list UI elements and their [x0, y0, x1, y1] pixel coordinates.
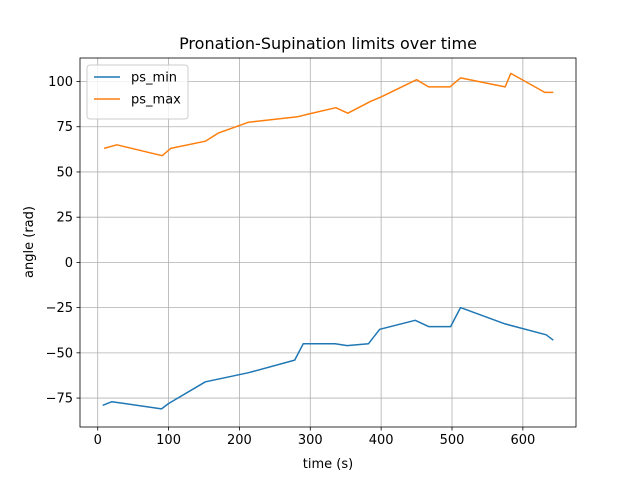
series-layer [102, 72, 554, 410]
plot-frame [79, 57, 577, 428]
y-tick-label: 75 [56, 120, 73, 135]
y-tick-label: 100 [48, 75, 73, 90]
y-axis: −75 −50 −25 0 25 50 75 100 [46, 75, 80, 407]
chart-title: Pronation-Supination limits over time [179, 34, 477, 53]
y-axis-label: angle (rad) [22, 206, 37, 278]
y-tick-label: −75 [46, 392, 73, 407]
x-tick-label: 600 [510, 433, 535, 448]
legend: ps_min ps_max [86, 64, 189, 120]
x-axis-label: time (s) [303, 457, 353, 472]
x-tick-label: 300 [298, 433, 323, 448]
x-tick-label: 0 [94, 433, 102, 448]
y-tick-label: 25 [56, 211, 73, 226]
legend-box [86, 64, 189, 120]
x-tick-label: 100 [156, 433, 181, 448]
x-axis: 0 100 200 300 400 500 600 [94, 427, 535, 448]
series-line-ps-max [103, 72, 554, 157]
x-tick-label: 500 [440, 433, 465, 448]
y-tick-label: 50 [56, 165, 73, 180]
gridlines [80, 58, 576, 427]
legend-label: ps_min [131, 71, 177, 86]
series-line-ps-min [102, 306, 554, 410]
y-tick-label: −50 [46, 346, 73, 361]
legend-label: ps_max [131, 93, 181, 108]
x-tick-label: 400 [369, 433, 394, 448]
y-tick-label: −25 [46, 301, 73, 316]
x-tick-label: 200 [227, 433, 252, 448]
y-tick-label: 0 [65, 256, 73, 271]
